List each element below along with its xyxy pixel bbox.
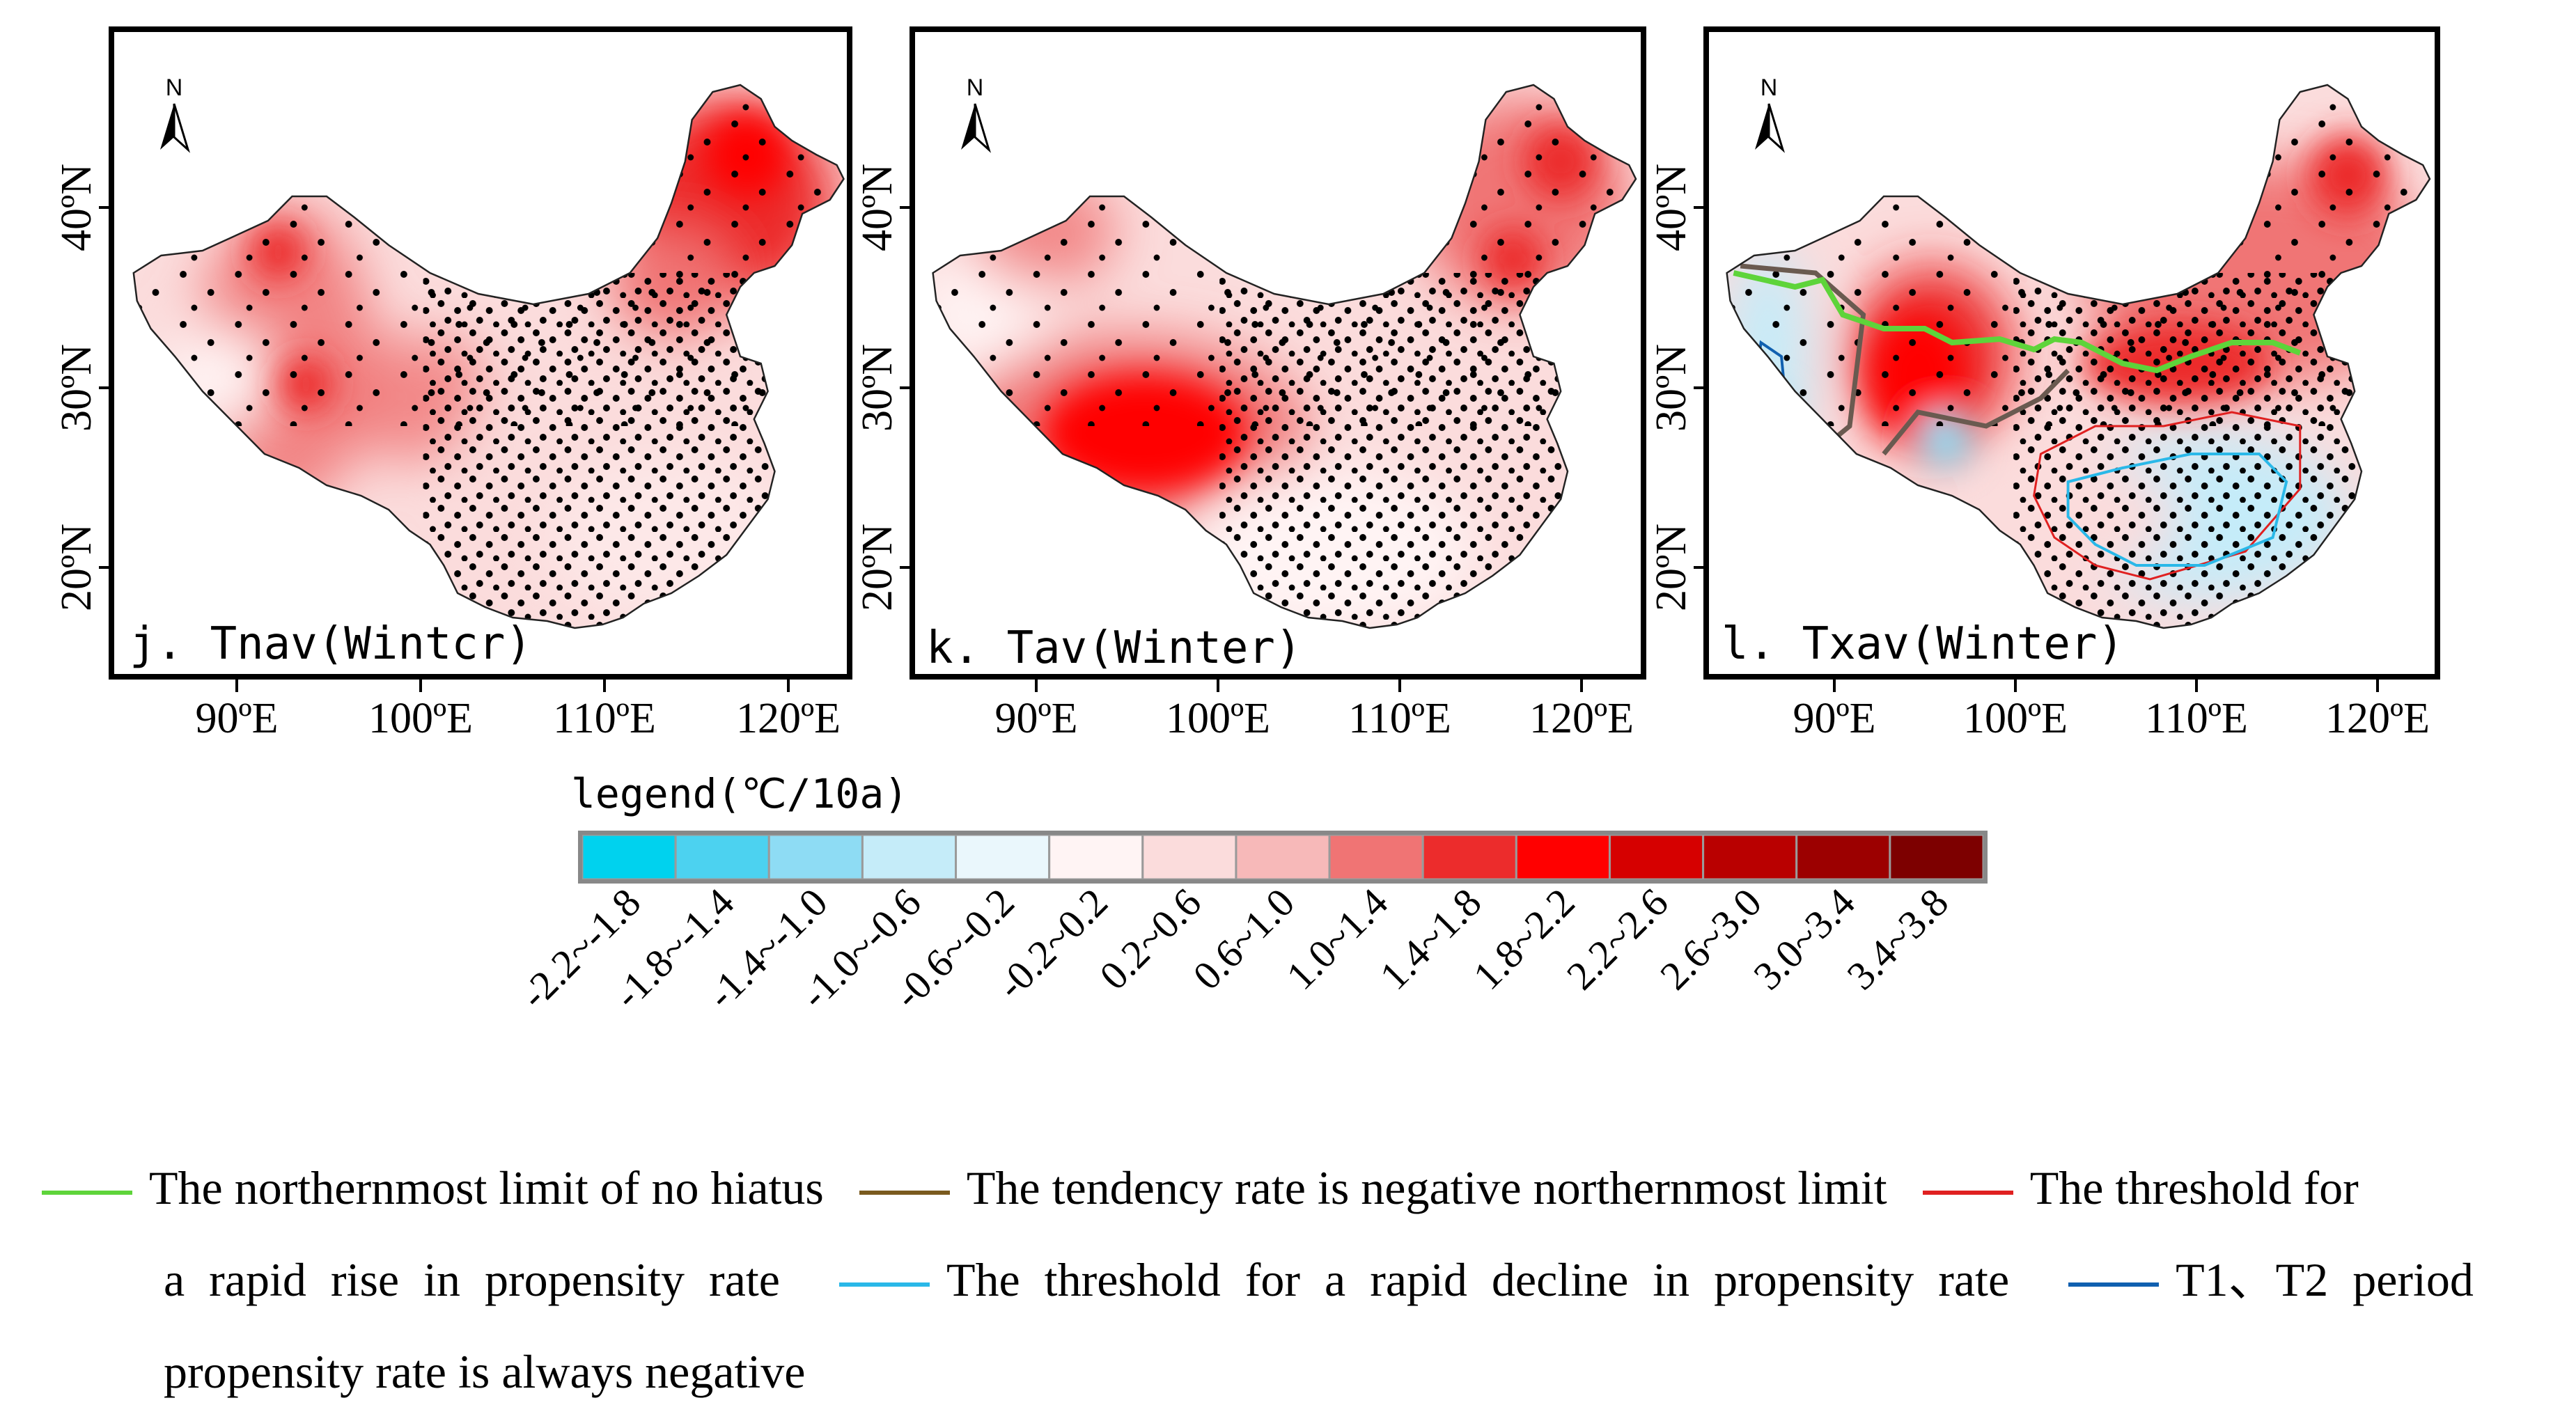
north-arrow-label: N — [967, 74, 984, 101]
legend-bin-label-10: 1.4~1.8 — [1371, 879, 1490, 998]
legend-bin-label-8: 0.6~1.0 — [1185, 879, 1304, 998]
lon-tick-label: 100ºE — [1963, 695, 2068, 742]
legend-bin-9 — [1328, 833, 1424, 881]
legend-item-brown: The tendency rate is negative northernmo… — [966, 1161, 1887, 1214]
lon-tick-label: 120ºE — [1529, 695, 1634, 742]
panel-j: N j. Tnav(Wintcr) — [109, 26, 852, 680]
legend-item-blue-start: T1、T2 period — [2176, 1253, 2474, 1306]
legend-bin-15 — [1889, 833, 1985, 881]
green-line-key — [42, 1191, 132, 1195]
legend-bin-labels: -2.2~-1.8-1.8~-1.4-1.4~-1.0-1.0~-0.6-0.6… — [511, 879, 1957, 1017]
lat-tick-label: 30ºN — [1648, 344, 1695, 432]
north-arrow: N — [961, 74, 991, 153]
legend-bin-2 — [674, 833, 770, 881]
north-arrow: N — [1755, 74, 1785, 153]
legend-bin-6 — [1048, 833, 1144, 881]
legend-bin-5 — [955, 833, 1051, 881]
legend-bin-14 — [1795, 833, 1891, 881]
lon-tick-label: 90ºE — [195, 695, 278, 742]
lat-tick-label: 20ºN — [53, 524, 100, 611]
legend-bin-11 — [1515, 833, 1611, 881]
legend-item-cyan: The threshold for a rapid decline in pro… — [946, 1253, 2010, 1306]
red-threshold-line — [2033, 411, 2302, 581]
lat-tick-label: 30ºN — [53, 344, 100, 432]
legend-item-red-start: The threshold for — [2029, 1161, 2359, 1214]
legend-bin-label-12: 2.2~2.6 — [1558, 879, 1677, 998]
legend-bins — [581, 833, 1985, 881]
line-legend-row-2: a rapid rise in propensity rate The thre… — [164, 1234, 2474, 1326]
legend-bin-label-9: 1.0~1.4 — [1278, 879, 1397, 998]
legend-bin-8 — [1235, 833, 1331, 881]
legend-bin-3 — [767, 833, 864, 881]
legend-bin-label-13: 2.6~3.0 — [1651, 879, 1770, 998]
legend-bin-1 — [581, 833, 677, 881]
panel-j-label: j. Tnav(Wintcr) — [130, 618, 532, 670]
legend-bin-12 — [1608, 833, 1705, 881]
green-limit-line — [1733, 270, 2302, 374]
panel-k-label: k. Tav(Winter) — [926, 622, 1302, 674]
lon-tick-label: 110ºE — [2145, 695, 2248, 742]
lat-tick-label: 40ºN — [53, 164, 100, 251]
lon-tick-label: 100ºE — [368, 695, 473, 742]
brown-contour-east — [1882, 368, 2070, 456]
lat-tick-label: 20ºN — [1648, 524, 1695, 611]
lon-tick-label: 120ºE — [736, 695, 841, 742]
cyan-line-key — [838, 1282, 930, 1287]
red-line-key — [1922, 1191, 2013, 1195]
axis-layer: 90ºE 100ºE 110ºE 120ºE 40ºN 30ºN 20ºN 90ºE 100ºE… — [53, 164, 2430, 742]
legend-item-blue-end: propensity rate is always negative — [164, 1345, 806, 1398]
color-legend: legend(℃/10a) -2.2~-1.8-1.8~-1.4-1.4~-1.… — [511, 770, 1988, 1017]
line-legend-row-3: propensity rate is always negative — [164, 1326, 806, 1418]
lon-tick-label: 110ºE — [1348, 695, 1451, 742]
panel-k: N k. Tav(Winter) — [910, 26, 1646, 680]
lat-tick-label: 40ºN — [1648, 164, 1695, 251]
panel-l: N l. Txav(Winter) — [1703, 26, 2440, 680]
legend-bin-13 — [1702, 833, 1798, 881]
legend-title: legend(℃/10a) — [571, 770, 908, 817]
legend-bin-label-15: 3.4~3.8 — [1838, 879, 1957, 998]
panel-l-label: l. Txav(Winter) — [1722, 618, 2124, 670]
legend-bin-7 — [1141, 833, 1238, 881]
line-legend-row-1: The northernmost limit of no hiatus The … — [42, 1142, 2359, 1234]
brown-line-key — [859, 1191, 950, 1195]
lat-tick-label: 40ºN — [854, 164, 901, 251]
lat-tick-label: 20ºN — [854, 524, 901, 611]
legend-bin-label-14: 3.0~3.4 — [1744, 879, 1864, 998]
legend-bar-frame — [578, 831, 1988, 884]
legend-bin-4 — [861, 833, 958, 881]
north-arrow-label: N — [166, 74, 183, 101]
blue-line-key — [2068, 1282, 2160, 1287]
legend-bin-label-11: 1.8~2.2 — [1465, 879, 1584, 998]
north-arrow-label: N — [1761, 74, 1778, 101]
lon-tick-label: 100ºE — [1166, 695, 1270, 742]
lat-tick-label: 30ºN — [854, 344, 901, 432]
north-arrow: N — [160, 74, 190, 153]
legend-bin-label-7: 0.2~0.6 — [1091, 879, 1210, 998]
lon-tick-label: 110ºE — [553, 695, 656, 742]
lon-tick-label: 90ºE — [1793, 695, 1875, 742]
legend-item-red-end: a rapid rise in propensity rate — [164, 1253, 780, 1306]
legend-item-green: The northernmost limit of no hiatus — [149, 1161, 824, 1214]
cyan-threshold-line — [2066, 453, 2288, 567]
lon-tick-label: 120ºE — [2325, 695, 2430, 742]
lon-tick-label: 90ºE — [994, 695, 1077, 742]
legend-bin-10 — [1421, 833, 1517, 881]
